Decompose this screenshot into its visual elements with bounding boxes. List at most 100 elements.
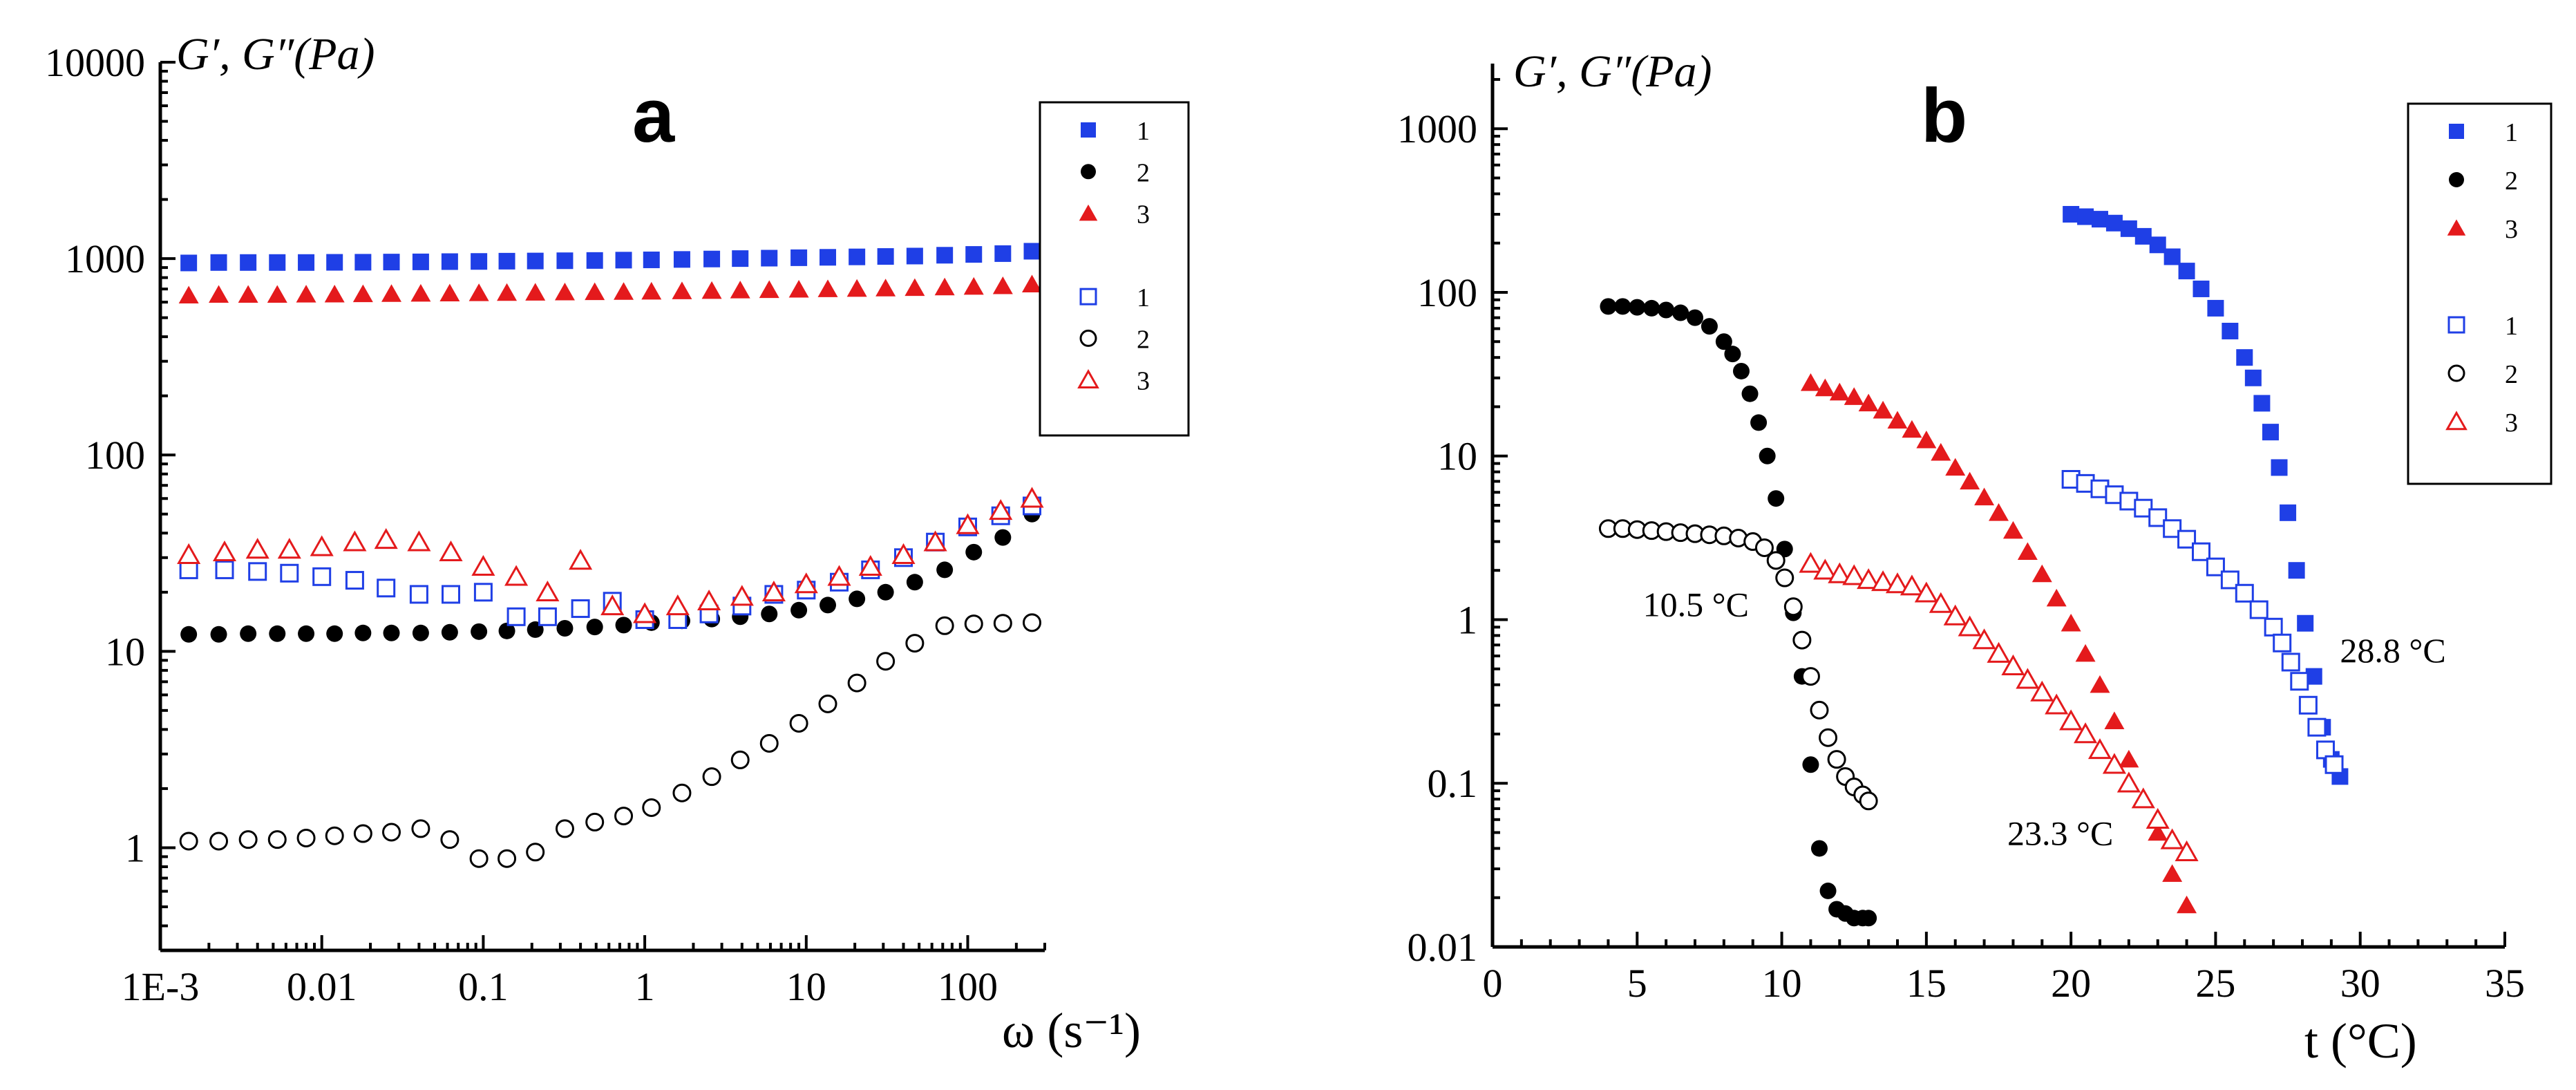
data-point xyxy=(569,549,593,570)
legend-label: 3 xyxy=(2505,408,2518,438)
data-point xyxy=(2045,693,2069,715)
data-point xyxy=(412,253,429,270)
data-point xyxy=(614,807,634,826)
data-point xyxy=(906,247,923,265)
legend-label: 1 xyxy=(1137,117,1150,146)
data-point xyxy=(2017,542,2038,560)
data-point xyxy=(2298,695,2318,715)
data-point xyxy=(586,619,603,636)
data-point xyxy=(526,843,545,862)
data-point xyxy=(1600,298,1617,315)
data-point xyxy=(381,284,401,302)
data-point xyxy=(761,605,778,623)
data-point xyxy=(2297,614,2314,632)
data-point xyxy=(441,623,458,641)
data-point xyxy=(2090,675,2110,693)
legend-box xyxy=(1039,101,1190,437)
data-point xyxy=(310,535,334,556)
data-point xyxy=(1020,487,1044,508)
data-point xyxy=(471,253,488,270)
data-point xyxy=(179,560,198,579)
data-point xyxy=(1859,791,1878,811)
data-point xyxy=(471,623,488,640)
data-point xyxy=(1732,362,1750,379)
y-axis-label: G′, G″(Pa) xyxy=(1513,46,1712,97)
series-Gpp-3 xyxy=(177,487,1044,623)
y-tick-label: 10 xyxy=(1437,434,1477,479)
data-point xyxy=(1900,574,1924,596)
data-point xyxy=(442,585,461,604)
data-point xyxy=(849,590,866,608)
data-point xyxy=(571,599,590,619)
data-point xyxy=(994,245,1012,262)
data-point xyxy=(2222,322,2239,339)
data-point xyxy=(794,572,818,594)
data-point xyxy=(1858,393,1879,412)
data-point xyxy=(732,250,749,267)
data-point xyxy=(2262,424,2279,441)
y-tick-label: 1000 xyxy=(65,236,145,281)
data-point xyxy=(554,282,575,301)
data-point xyxy=(325,826,344,845)
x-tick-label: 1E-3 xyxy=(122,964,200,1009)
data-point xyxy=(1801,667,1820,686)
data-point xyxy=(2290,672,2309,691)
x-tick-label: 30 xyxy=(2340,961,2380,1006)
data-point xyxy=(703,250,721,267)
data-point xyxy=(374,528,398,549)
y-tick-label: 100 xyxy=(1417,270,1477,315)
x-tick-label: 0 xyxy=(1483,961,1503,1006)
data-point xyxy=(2134,227,2152,245)
panel-label: b xyxy=(1921,73,1967,158)
legend-label: 3 xyxy=(2505,215,2518,244)
data-point xyxy=(277,538,301,559)
data-point xyxy=(1629,299,1646,316)
data-point xyxy=(936,561,954,579)
data-point xyxy=(497,283,518,301)
data-point xyxy=(354,254,372,271)
y-tick-label: 1000 xyxy=(1397,106,1477,151)
data-point xyxy=(2116,771,2141,793)
data-point xyxy=(1828,562,1852,583)
data-point xyxy=(2160,828,2184,849)
data-point xyxy=(468,283,489,301)
legend-label: 1 xyxy=(2505,312,2518,341)
data-point xyxy=(2162,864,2183,882)
data-point xyxy=(2120,220,2137,237)
data-point xyxy=(820,249,837,266)
data-point xyxy=(2280,504,2297,521)
data-point xyxy=(2253,395,2271,412)
data-point xyxy=(179,831,198,851)
data-point xyxy=(354,624,372,641)
legend-marker xyxy=(2449,124,2464,139)
legend-marker xyxy=(1079,329,1097,347)
data-point xyxy=(1945,458,1966,476)
data-point xyxy=(672,783,692,802)
data-point xyxy=(1672,304,1689,321)
data-point xyxy=(2134,498,2153,518)
data-point xyxy=(702,767,721,787)
data-point xyxy=(180,626,198,643)
data-point xyxy=(761,580,786,602)
data-point xyxy=(1885,572,1910,594)
data-point xyxy=(2163,248,2181,265)
data-point xyxy=(1810,840,1828,857)
data-point xyxy=(905,278,925,297)
data-point xyxy=(2087,738,2112,760)
data-point xyxy=(215,560,234,579)
legend-label: 3 xyxy=(1137,367,1150,396)
x-tick-label: 100 xyxy=(938,964,998,1009)
series-Gpp-1 xyxy=(2061,470,2344,774)
data-point xyxy=(1958,615,1982,637)
data-point xyxy=(1871,570,1895,592)
data-point xyxy=(2002,520,2023,539)
data-point xyxy=(1658,301,1675,319)
data-point xyxy=(665,594,690,616)
data-point xyxy=(2244,369,2262,386)
x-tick-label: 10 xyxy=(1762,961,1802,1006)
data-point xyxy=(2193,280,2210,297)
x-tick-label: 1 xyxy=(635,964,655,1009)
data-point xyxy=(1766,551,1786,570)
data-point xyxy=(2249,600,2269,619)
data-point xyxy=(2175,840,2199,861)
